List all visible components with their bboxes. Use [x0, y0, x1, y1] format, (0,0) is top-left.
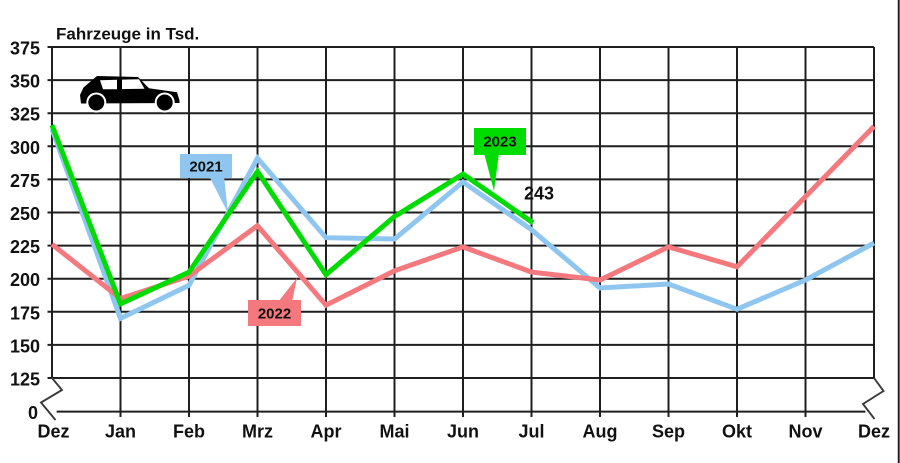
svg-text:2022: 2022	[258, 306, 291, 323]
svg-text:Dez: Dez	[37, 422, 69, 442]
svg-text:2023: 2023	[483, 134, 516, 151]
svg-text:Aug: Aug	[583, 422, 618, 442]
svg-text:275: 275	[10, 171, 40, 191]
svg-text:Jan: Jan	[105, 422, 136, 442]
svg-text:Nov: Nov	[788, 422, 822, 442]
svg-text:350: 350	[10, 72, 40, 92]
svg-text:150: 150	[10, 336, 40, 356]
svg-text:Mai: Mai	[379, 422, 409, 442]
svg-text:Jun: Jun	[447, 422, 479, 442]
svg-text:243: 243	[524, 184, 554, 204]
svg-text:175: 175	[10, 303, 40, 323]
svg-text:125: 125	[10, 370, 40, 390]
svg-text:Feb: Feb	[173, 422, 205, 442]
svg-text:Sep: Sep	[652, 422, 685, 442]
svg-text:250: 250	[10, 204, 40, 224]
svg-text:325: 325	[10, 105, 40, 125]
svg-text:300: 300	[10, 138, 40, 158]
svg-text:200: 200	[10, 270, 40, 290]
svg-text:Apr: Apr	[311, 422, 342, 442]
svg-text:Mrz: Mrz	[242, 422, 273, 442]
svg-text:375: 375	[10, 39, 40, 59]
svg-text:Dez: Dez	[858, 422, 890, 442]
svg-text:0: 0	[28, 403, 38, 423]
svg-text:Fahrzeuge in Tsd.: Fahrzeuge in Tsd.	[56, 25, 199, 44]
svg-text:225: 225	[10, 237, 40, 257]
svg-text:Okt: Okt	[722, 422, 752, 442]
svg-text:Jul: Jul	[518, 422, 544, 442]
svg-text:2021: 2021	[189, 159, 222, 176]
